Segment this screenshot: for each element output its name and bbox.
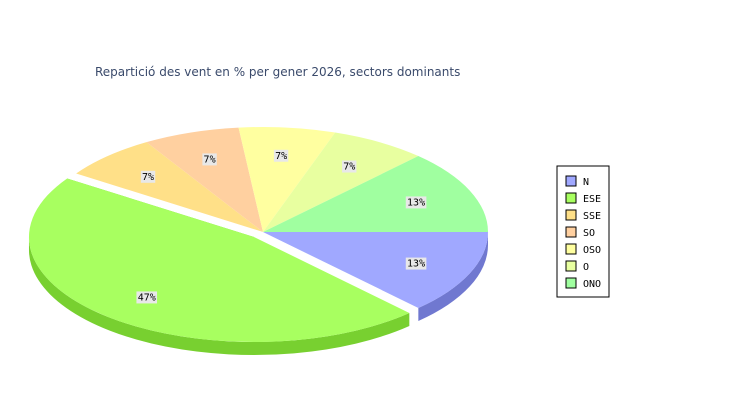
pie-slice-label-n: 13% [407, 259, 425, 270]
pie-slice-label-bg-n [405, 257, 427, 270]
pie-slice-side-ese [28, 236, 410, 355]
pie-slice-label-bg-so [202, 153, 217, 166]
legend-label-sse: SSE [583, 211, 601, 222]
legend-label-oso: OSO [583, 245, 601, 256]
legend: N ESE SSE SO OSO O ONO [556, 165, 610, 298]
pie-slice-label-bg-sse [140, 170, 156, 183]
legend-swatch-ono [565, 277, 577, 289]
legend-swatch-n [565, 175, 577, 187]
pie-slices-group [28, 127, 488, 342]
legend-label-o: O [583, 262, 589, 273]
pie-slice-ono [263, 156, 488, 232]
pie-slice-label-bg-ese [136, 291, 158, 304]
pie-slice-label-o: 7% [343, 162, 355, 173]
pie-slice-label-bg-oso [273, 149, 289, 162]
legend-label-ese: ESE [583, 194, 601, 205]
chart-title: Repartició des vent en % per gener 2026,… [95, 65, 460, 79]
legend-label-n: N [583, 177, 589, 188]
legend-swatch-oso [565, 243, 577, 255]
pie-slice-ese [28, 178, 410, 342]
pie-slice-sse [76, 142, 263, 232]
legend-label-ono: ONO [583, 279, 601, 290]
pie-slice-label-sse: 7% [142, 172, 154, 183]
legend-swatch-ese [565, 192, 577, 204]
pie-slice-side-n [418, 232, 488, 321]
pie-slice-o [263, 132, 419, 232]
pie-slice-label-so: 7% [204, 154, 216, 165]
pie-slice-label-oso: 7% [275, 151, 287, 162]
pie-labels-group: 13% 47% 7% 7% 7% 7% 13% [136, 149, 427, 304]
legend-swatch-o [565, 260, 577, 272]
pie-slice-label-bg-ono [405, 196, 427, 209]
legend-swatch-sse [565, 209, 577, 221]
pie-slice-so [146, 127, 263, 232]
pie-slice-label-ese: 47% [138, 292, 156, 303]
pie-slice-label-ono: 13% [407, 197, 425, 208]
pie-slice-n [263, 232, 488, 308]
legend-swatch-so [565, 226, 577, 238]
pie-slice-oso [238, 127, 336, 232]
legend-label-so: SO [583, 228, 595, 239]
pie-slice-label-bg-o [342, 160, 357, 173]
